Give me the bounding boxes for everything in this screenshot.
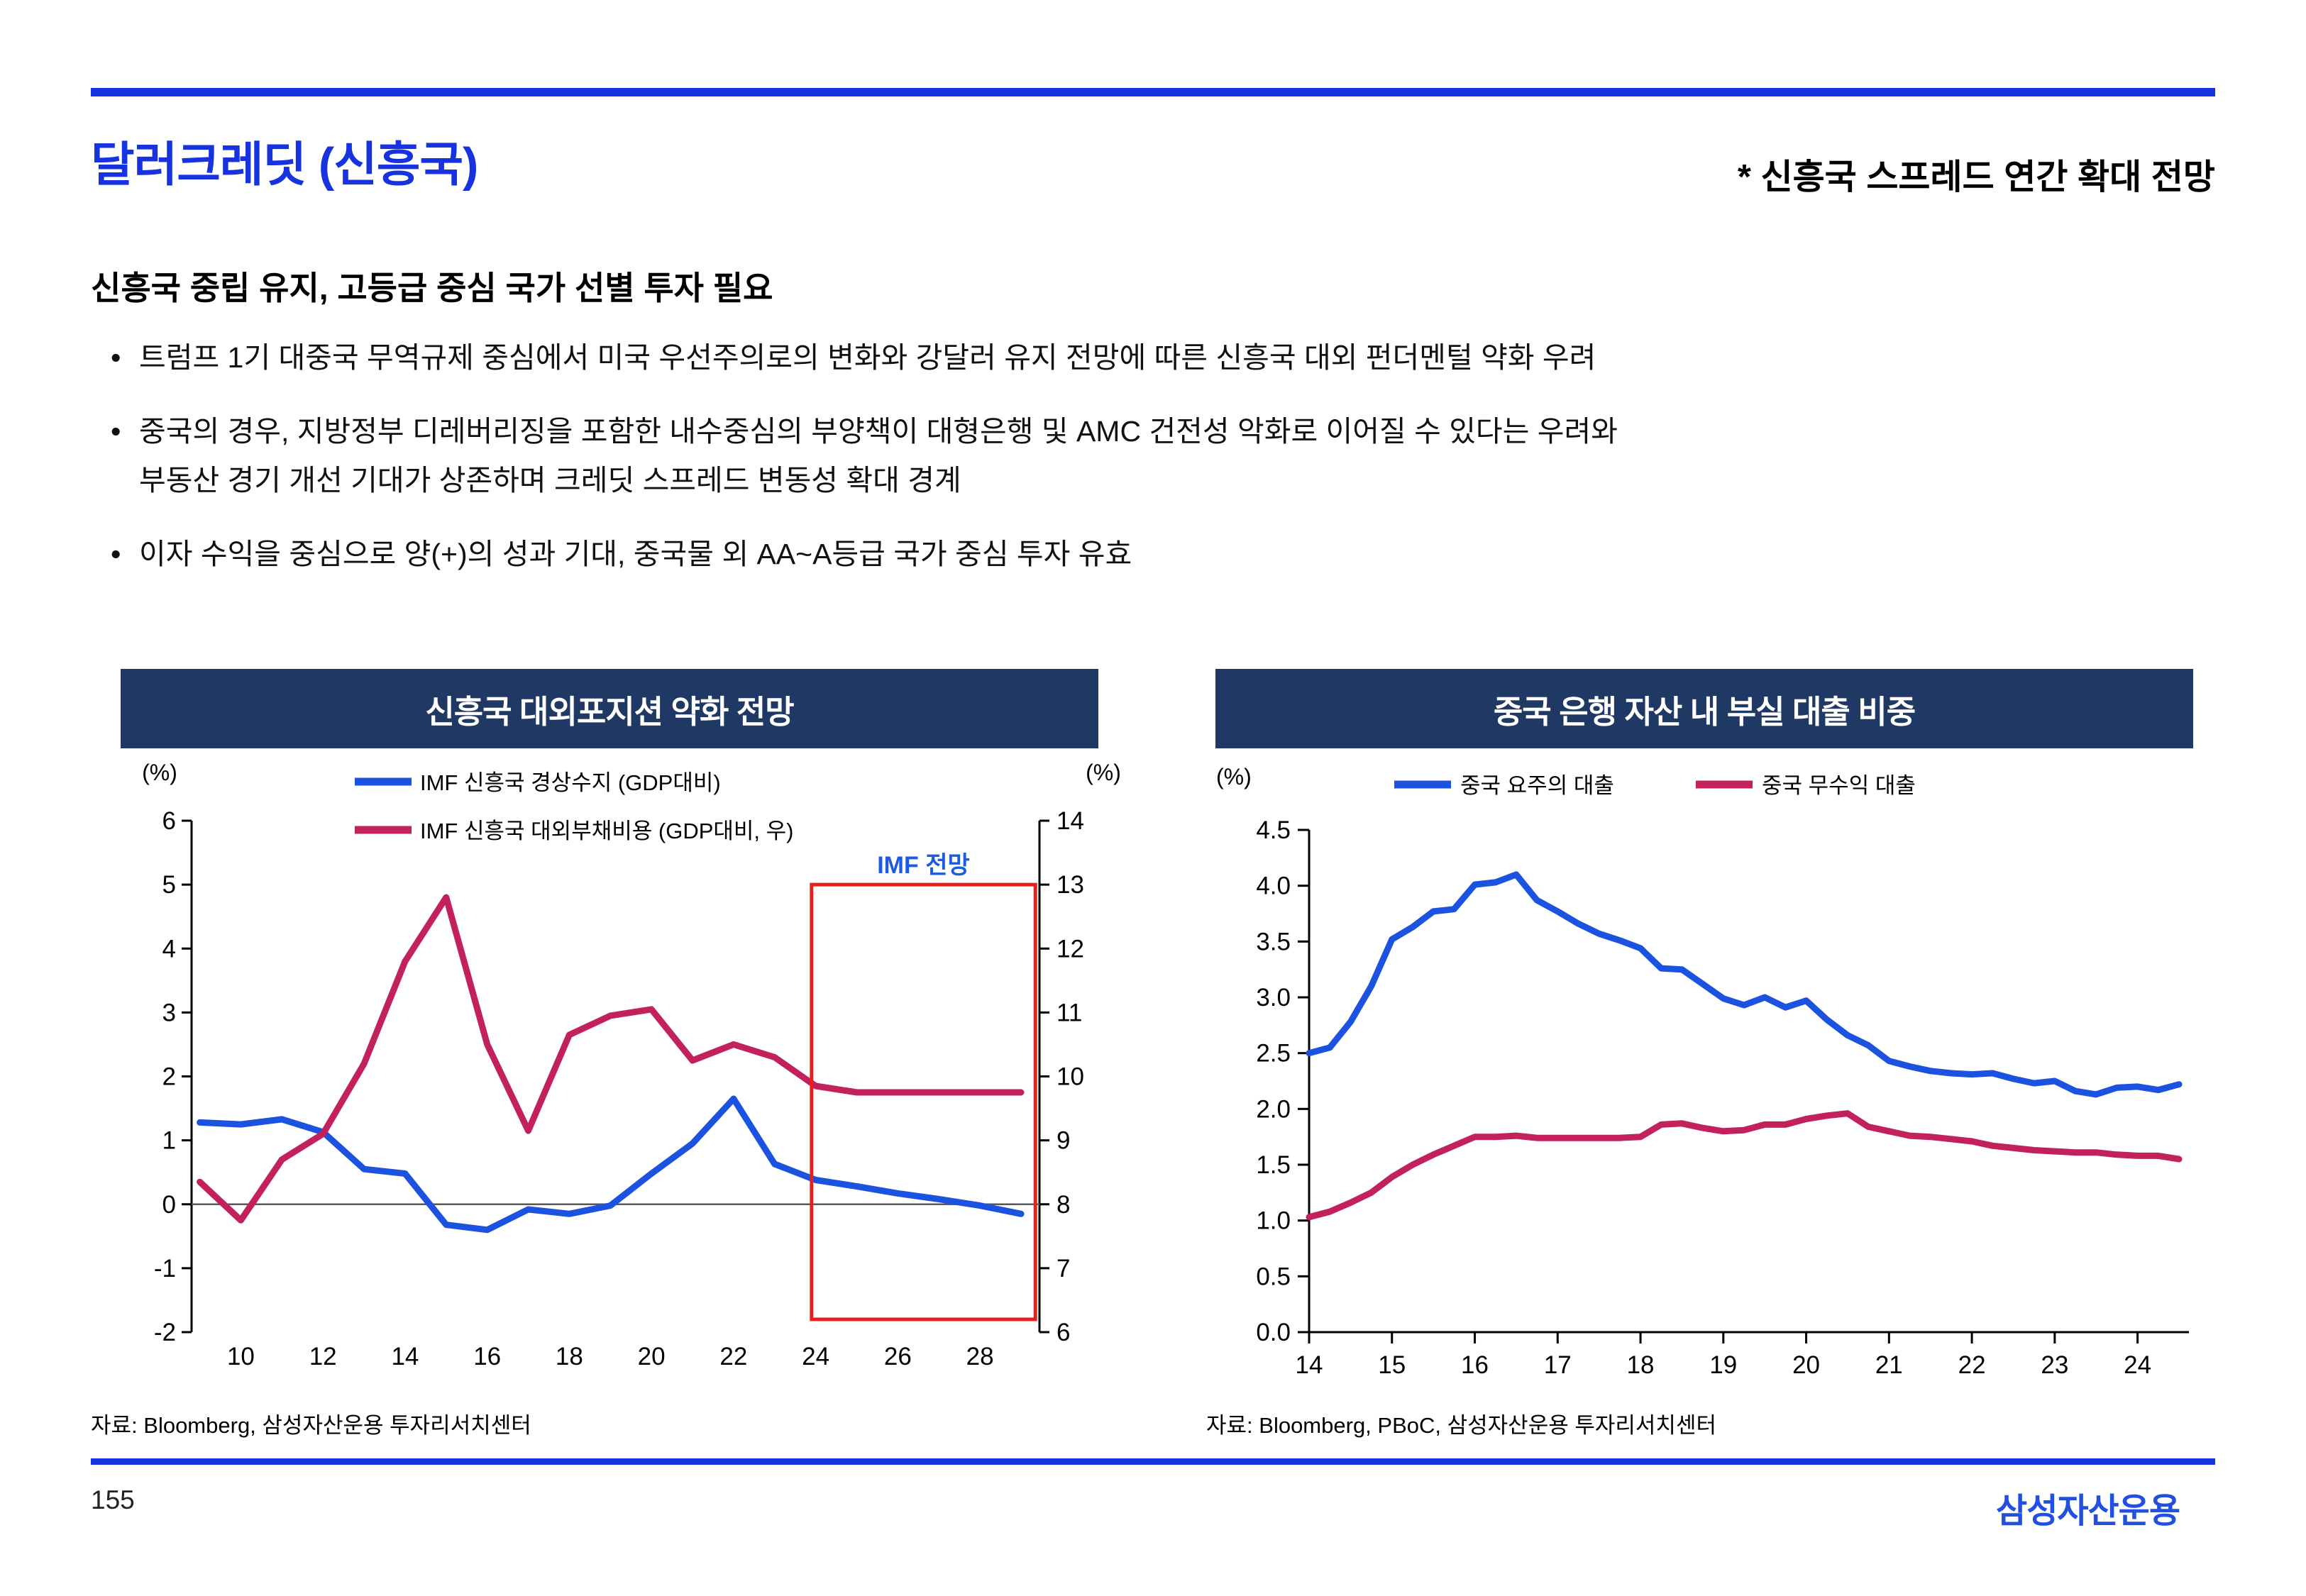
axis-tick-label: 24 bbox=[2124, 1351, 2151, 1379]
series-line-1 bbox=[1306, 1110, 2183, 1221]
axis-tick-label: 0.0 bbox=[1256, 1319, 1291, 1346]
series-line-1 bbox=[197, 894, 1025, 1224]
axis-tick-label: 16 bbox=[473, 1343, 501, 1370]
page-number: 155 bbox=[91, 1485, 135, 1514]
axis-tick-label: 0.5 bbox=[1256, 1263, 1291, 1290]
top-divider-rule bbox=[91, 88, 2215, 96]
y-axis-unit-label: (%) bbox=[1216, 764, 1252, 789]
axis-tick-label: 4.5 bbox=[1256, 816, 1291, 844]
right-chart-title: 중국 은행 자산 내 부실 대출 비중 bbox=[1215, 669, 2193, 748]
imf-forecast-label: IMF 전망 bbox=[877, 852, 970, 879]
axis-tick-label: 2 bbox=[162, 1063, 176, 1091]
axis-tick-label: 14 bbox=[1296, 1351, 1323, 1379]
axis-tick-label: 3.0 bbox=[1256, 984, 1291, 1012]
axis-tick-label: -1 bbox=[154, 1255, 176, 1282]
series-line-0 bbox=[1306, 871, 2183, 1098]
left-chart-source: 자료: Bloomberg, 삼성자산운용 투자리서치센터 bbox=[91, 1413, 531, 1438]
axis-tick-label: 1.5 bbox=[1256, 1151, 1291, 1179]
axis-tick-label: 3 bbox=[162, 999, 176, 1026]
axis-tick-label: 10 bbox=[1057, 1063, 1084, 1091]
axis-tick-label: 24 bbox=[802, 1343, 829, 1370]
bullet-item: 이자 수익을 중심으로 양(+)의 성과 기대, 중국물 외 AA~A등급 국가… bbox=[106, 530, 2221, 580]
axis-tick-label: 12 bbox=[1057, 935, 1084, 963]
axis-tick-label: 11 bbox=[1057, 999, 1082, 1026]
bullet-item: 트럼프 1기 대중국 무역규제 중심에서 미국 우선주의로의 변화와 강달러 유… bbox=[106, 333, 2221, 383]
axis-tick-label: 26 bbox=[884, 1343, 912, 1370]
china-bank-loans-chart: 0.0 0.5 1.0 1.5 2.0 2.5 3.0 3.5 4.0 4.5 14 15 16 17 18… bbox=[1216, 764, 2189, 1379]
legend-label: IMF 신흥국 대외부채비용 (GDP대비, 우) bbox=[420, 819, 794, 843]
axis-tick-label: 19 bbox=[1709, 1351, 1737, 1379]
right-chart-source: 자료: Bloomberg, PBoC, 삼성자산운용 투자리서치센터 bbox=[1206, 1413, 1716, 1438]
series-line-0 bbox=[197, 1095, 1025, 1234]
axis-tick-label: 0 bbox=[162, 1191, 176, 1219]
axis-tick-label: 17 bbox=[1544, 1351, 1572, 1379]
axis-tick-label: 28 bbox=[966, 1343, 994, 1370]
left-axis-unit-label: (%) bbox=[142, 760, 177, 785]
axis-tick-label: 9 bbox=[1057, 1127, 1070, 1155]
company-logo: 삼성자산운용 bbox=[1996, 1492, 2180, 1530]
axis-tick-label: 7 bbox=[1057, 1255, 1070, 1282]
axis-tick-label: 3.5 bbox=[1256, 928, 1291, 955]
axis-tick-label: 22 bbox=[1958, 1351, 1986, 1379]
bullet-list: 트럼프 1기 대중국 무역규제 중심에서 미국 우선주의로의 변화와 강달러 유… bbox=[106, 333, 2221, 604]
legend-label: 중국 요주의 대출 bbox=[1460, 773, 1614, 798]
axis-tick-label: 20 bbox=[1792, 1351, 1820, 1379]
bottom-divider-rule bbox=[91, 1458, 2215, 1465]
axis-tick-label: 18 bbox=[1627, 1351, 1655, 1379]
axis-tick-label: 1 bbox=[162, 1127, 176, 1155]
axis-tick-label: 14 bbox=[391, 1343, 419, 1370]
axis-tick-label: 4 bbox=[162, 935, 176, 963]
axis-tick-label: 6 bbox=[162, 807, 176, 835]
axis-tick-label: 13 bbox=[1057, 871, 1084, 899]
axis-tick-label: 12 bbox=[309, 1343, 337, 1370]
axis-tick-label: 23 bbox=[2041, 1351, 2068, 1379]
left-chart-title: 신흥국 대외포지션 약화 전망 bbox=[121, 669, 1098, 748]
axis-tick-label: 4.0 bbox=[1256, 872, 1291, 900]
axis-tick-label: -2 bbox=[154, 1319, 176, 1346]
right-axis-unit-label: (%) bbox=[1086, 760, 1121, 785]
axis-tick-label: 14 bbox=[1057, 807, 1084, 835]
section-subtitle: 신흥국 중립 유지, 고등급 중심 국가 선별 투자 필요 bbox=[91, 270, 773, 306]
axis-tick-label: 2.5 bbox=[1256, 1040, 1291, 1068]
imf-forecast-box bbox=[810, 882, 1037, 1321]
axis-tick-label: 5 bbox=[162, 871, 176, 899]
page-title: 달러크레딧 (신흥국) bbox=[91, 138, 478, 192]
axis-tick-label: 21 bbox=[1875, 1351, 1903, 1379]
title-note: * 신흥국 스프레드 연간 확대 전망 bbox=[1737, 158, 2215, 196]
axis-tick-label: 8 bbox=[1057, 1191, 1070, 1219]
legend-label: IMF 신흥국 경상수지 (GDP대비) bbox=[420, 770, 721, 795]
axis-tick-label: 15 bbox=[1378, 1351, 1406, 1379]
axis-tick-label: 18 bbox=[556, 1343, 583, 1370]
bullet-item: 중국의 경우, 지방정부 디레버리징을 포함한 내수중심의 부양책이 대형은행 … bbox=[106, 407, 2221, 506]
legend-label: 중국 무수익 대출 bbox=[1762, 773, 1916, 798]
axis-tick-label: 1.0 bbox=[1256, 1207, 1291, 1235]
axis-tick-label: 6 bbox=[1057, 1319, 1070, 1346]
axis-tick-label: 16 bbox=[1461, 1351, 1489, 1379]
axis-tick-label: 22 bbox=[719, 1343, 747, 1370]
axis-tick-label: 10 bbox=[227, 1343, 255, 1370]
axis-tick-label: 20 bbox=[638, 1343, 666, 1370]
axis-tick-label: 2.0 bbox=[1256, 1095, 1291, 1123]
